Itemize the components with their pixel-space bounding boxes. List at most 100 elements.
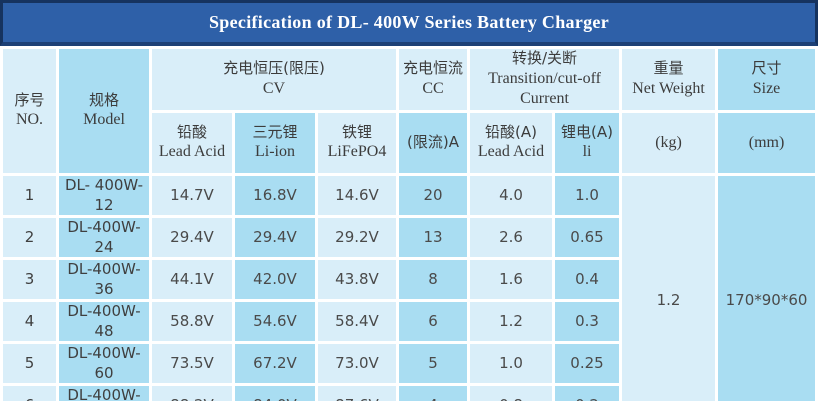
header-weight-en: Net Weight [632,79,705,97]
header-transition-group: 转换/关断 Transition/cut-off Current [470,49,620,111]
header-no-en: NO. [15,111,44,129]
header-weight-unit-label: (kg) [655,134,682,152]
header-weight-unit: (kg) [622,113,716,174]
header-cv-leadacid-en: Lead Acid [158,143,226,161]
header-transition-en2: Current [520,90,569,108]
table-row: 2 DL-400W-24 29.4V 29.4V 29.2V 13 2.6 0.… [3,218,815,258]
no-cell: 3 [3,260,56,300]
header-size-zh: 尺寸 [751,59,782,78]
header-cc-limit: (限流)A [399,113,467,174]
cv-liion-cell: 84.0V [235,386,315,401]
table-row: 1 DL- 400W-12 14.7V 16.8V 14.6V 20 4.0 1… [3,176,816,401]
header-weight-zh: 重量 [653,59,684,78]
cv-liion-cell: 54.6V [235,302,315,342]
cv-liion-cell: 16.8V [235,176,315,216]
header-cv-lifepo4: 铁锂 LiFePO4 [318,113,396,174]
table-row: 6 DL-400W-72 88.2V 84.0V 87.6V 4 0.8 0.2 [3,386,815,401]
header-size-en: Size [752,79,781,97]
cv-lifepo4-cell: 29.2V [318,218,396,258]
page-title: Specification of DL- 400W Series Battery… [209,12,609,32]
transition-li-cell: 0.3 [555,302,620,342]
cv-leadacid-cell: 73.5V [152,344,232,384]
cv-lifepo4-cell: 58.4V [318,302,396,342]
transition-leadacid-cell: 4.0 [470,176,552,216]
no-cell: 5 [3,344,56,384]
header-cv-liion: 三元锂 Li-ion [235,113,315,174]
table-row: 3 DL-400W-36 44.1V 42.0V 43.8V 8 1.6 0.4 [3,260,815,300]
cc-cell: 6 [399,302,467,342]
cv-lifepo4-cell: 43.8V [318,260,396,300]
header-cc-limit-label: (限流)A [407,133,459,152]
header-transition-li: 锂电(A) li [555,113,620,174]
model-cell: DL- 400W-12 [59,176,149,216]
cc-cell: 5 [399,344,467,384]
header-cc-group: 充电恒流 CC [399,49,467,111]
header-cv-liion-en: Li-ion [255,143,295,161]
header-no: 序号 NO. [3,49,56,174]
header-transition-leadacid: 铅酸(A) Lead Acid [470,113,552,174]
transition-li-cell: 0.2 [555,386,620,401]
header-cc-en: CC [422,79,444,97]
no-cell: 1 [3,176,56,216]
table-row: 4 DL-400W-48 58.8V 54.6V 58.4V 6 1.2 0.3 [3,302,815,342]
weight-value-cell: 1.2 [622,176,716,401]
no-cell: 4 [3,302,56,342]
table-row: 5 DL-400W-60 73.5V 67.2V 73.0V 5 1.0 0.2… [3,344,815,384]
header-cv-en: CV [262,79,286,97]
header-transition-en1: Transition/cut-off [488,69,601,87]
size-value-cell: 170*90*60 [718,176,816,401]
header-transition-li-en: li [582,143,592,161]
cv-lifepo4-cell: 73.0V [318,344,396,384]
transition-li-cell: 1.0 [555,176,620,216]
model-cell: DL-400W-72 [59,386,149,401]
cv-liion-cell: 29.4V [235,218,315,258]
header-transition-zh: 转换/关断 [511,49,578,67]
header-cc-zh: 充电恒流 [402,59,463,78]
transition-leadacid-cell: 0.8 [470,386,552,401]
header-cv-zh: 充电恒压(限压) [223,59,325,78]
cv-lifepo4-cell: 14.6V [318,176,396,216]
header-model: 规格 Model [59,49,149,174]
model-cell: DL-400W-60 [59,344,149,384]
header-cv-liion-zh: 三元锂 [252,122,298,141]
model-cell: DL-400W-48 [59,302,149,342]
header-no-zh: 序号 [14,90,45,109]
cv-leadacid-cell: 29.4V [152,218,232,258]
cv-liion-cell: 42.0V [235,260,315,300]
model-cell: DL-400W-36 [59,260,149,300]
no-cell: 2 [3,218,56,258]
transition-leadacid-cell: 2.6 [470,218,552,258]
header-row-subs: 铅酸 Lead Acid 三元锂 Li-ion 铁锂 LiFePO4 (限流)A… [3,113,816,174]
cv-leadacid-cell: 14.7V [152,176,232,216]
header-cv-lifepo4-en: LiFePO4 [327,143,387,161]
cv-liion-cell: 67.2V [235,344,315,384]
cv-leadacid-cell: 44.1V [152,260,232,300]
header-cv-lifepo4-zh: 铁锂 [341,122,372,141]
transition-leadacid-cell: 1.2 [470,302,552,342]
transition-li-cell: 0.4 [555,260,620,300]
cc-cell: 8 [399,260,467,300]
header-size: 尺寸 Size [718,49,816,111]
header-cv-leadacid: 铅酸 Lead Acid [152,113,232,174]
header-cv-group: 充电恒压(限压) CV [152,49,396,111]
transition-leadacid-cell: 1.6 [470,260,552,300]
cc-cell: 20 [399,176,467,216]
transition-leadacid-cell: 1.0 [470,344,552,384]
header-transition-leadacid-zh: 铅酸(A) [485,122,537,141]
cv-leadacid-cell: 58.8V [152,302,232,342]
header-transition-leadacid-en: Lead Acid [477,143,545,161]
header-cv-leadacid-zh: 铅酸 [176,122,207,141]
transition-li-cell: 0.65 [555,218,620,258]
header-row-groups: 序号 NO. 规格 Model 充电恒压(限压) CV 充电恒流 CC 转换/关… [3,49,816,174]
cc-cell: 4 [399,386,467,401]
model-cell: DL-400W-24 [59,218,149,258]
cv-lifepo4-cell: 87.6V [318,386,396,401]
cc-cell: 13 [399,218,467,258]
header-model-en: Model [83,111,125,129]
header-transition-li-zh: 锂电(A) [561,122,613,141]
no-cell: 6 [3,386,56,401]
header-size-unit: (mm) [718,113,816,174]
spec-table: 序号 NO. 规格 Model 充电恒压(限压) CV 充电恒流 CC 转换/关… [0,46,818,401]
transition-li-cell: 0.25 [555,344,620,384]
